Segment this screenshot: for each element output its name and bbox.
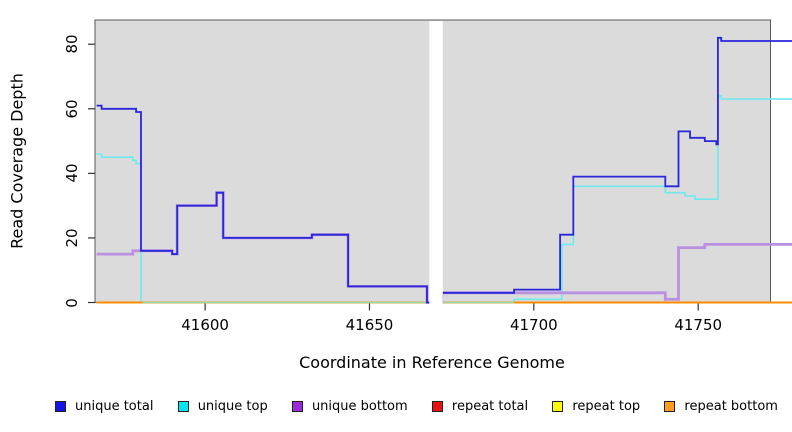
- legend-label: repeat top: [572, 399, 641, 414]
- y-tick-label: 40: [63, 163, 81, 183]
- legend: unique total unique top unique bottom repea…: [0, 399, 792, 414]
- legend-label: unique top: [197, 399, 268, 414]
- legend-item-repeat-top: repeat top: [552, 399, 640, 414]
- y-tick-label: 20: [63, 228, 81, 248]
- legend-swatch-icon: [552, 401, 564, 412]
- legend-item-unique-total: unique total: [55, 399, 153, 414]
- series-line-unique-top: [96, 95, 792, 304]
- legend-swatch-icon: [177, 401, 189, 412]
- legend-swatch-icon: [664, 401, 676, 412]
- x-tick-label: 41700: [509, 316, 558, 334]
- legend-item-repeat-bottom: repeat bottom: [664, 399, 778, 414]
- legend-item-unique-bottom: unique bottom: [291, 399, 408, 414]
- y-axis-title: Read Coverage Depth: [7, 73, 27, 249]
- masked-gap-region: [429, 21, 443, 307]
- legend-swatch-icon: [55, 401, 66, 412]
- x-axis-title: Coordinate in Reference Genome: [299, 353, 565, 372]
- y-tick-label: 0: [63, 297, 81, 308]
- legend-swatch-icon: [291, 401, 303, 412]
- legend-item-unique-top: unique top: [177, 399, 268, 414]
- legend-label: unique total: [75, 399, 154, 414]
- x-tick-label: 41750: [674, 316, 723, 334]
- legend-label: repeat bottom: [684, 399, 778, 414]
- legend-label: unique bottom: [311, 399, 408, 414]
- y-tick-label: 80: [63, 34, 81, 54]
- legend-item-repeat-total: repeat total: [431, 399, 529, 414]
- legend-swatch-icon: [431, 401, 443, 412]
- x-tick-label: 41650: [345, 316, 394, 334]
- y-tick-label: 60: [63, 99, 81, 119]
- x-tick-label: 41600: [181, 316, 229, 334]
- legend-label: repeat total: [451, 399, 529, 414]
